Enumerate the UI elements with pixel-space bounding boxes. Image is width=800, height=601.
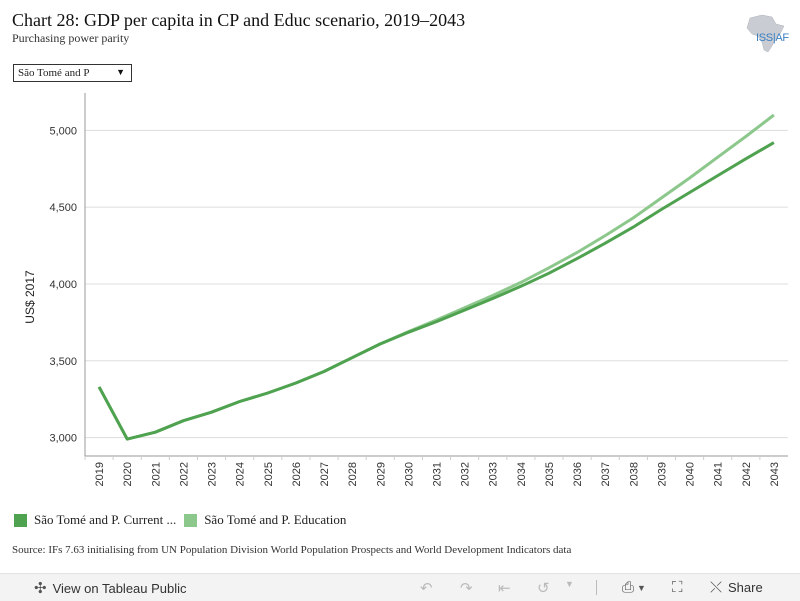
africa-map-logo (742, 12, 790, 54)
x-tick-label: 2029 (375, 462, 387, 486)
series-line-education[interactable] (97, 113, 775, 441)
chart-legend: São Tomé and P. Current ... São Tomé and… (14, 512, 354, 528)
redo-icon: ↷ (460, 580, 473, 597)
x-tick-label: 2021 (150, 462, 162, 486)
chart-title: Chart 28: GDP per capita in CP and Educ … (12, 10, 466, 30)
africa-map-icon (746, 14, 785, 53)
legend-item-education[interactable]: São Tomé and P. Education (184, 512, 346, 528)
x-tick-label: 2033 (488, 462, 500, 486)
x-tick-label: 2032 (460, 462, 472, 486)
undo-button[interactable]: ↶ (420, 579, 433, 597)
fullscreen-icon: ⛶ (672, 579, 683, 596)
legend-swatch-education (184, 513, 198, 527)
y-tick-label: 3,000 (49, 433, 77, 445)
fullscreen-button[interactable]: ⛶ (672, 579, 683, 596)
y-tick-label: 5,000 (49, 125, 77, 137)
toolbar-divider (596, 580, 597, 595)
refresh-dropdown-button[interactable]: ▼ (565, 579, 574, 589)
source-note: Source: IFs 7.63 initialising from UN Po… (12, 544, 572, 556)
undo-icon: ↶ (420, 580, 433, 597)
y-tick-label: 4,500 (49, 202, 77, 214)
x-tick-label: 2040 (685, 462, 697, 486)
share-button[interactable]: ⤬ Share (710, 579, 763, 596)
share-label: Share (728, 580, 763, 595)
grid-layer (85, 129, 788, 439)
download-button[interactable]: ⎙ ▼ (622, 579, 646, 596)
y-axis-label: US$ 2017 (23, 270, 37, 324)
view-on-tableau-link[interactable]: ✣ View on Tableau Public (34, 579, 187, 597)
x-tick-label: 2030 (403, 462, 415, 486)
x-tick-label: 2039 (656, 462, 668, 486)
country-filter-dropdown[interactable]: São Tomé and P ▼ (13, 64, 132, 82)
x-tick-label: 2037 (600, 462, 612, 486)
tableau-logo-icon: ✣ (34, 580, 47, 597)
download-icon: ⎙ (622, 579, 635, 596)
x-tick-label: 2020 (122, 462, 134, 486)
legend-item-current[interactable]: São Tomé and P. Current ... (14, 512, 176, 528)
refresh-icon: ↺ (537, 580, 550, 597)
view-on-tableau-label: View on Tableau Public (52, 580, 187, 596)
x-tick-label: 2041 (713, 462, 725, 486)
legend-swatch-current (14, 513, 27, 527)
dropdown-icon: ▼ (637, 582, 646, 593)
y-tick-label: 3,500 (49, 356, 77, 368)
line-chart: 3,000 3,500 4,000 4,500 5,000 2019 2020 2021 202… (23, 93, 788, 486)
tableau-toolbar: ✣ View on Tableau Public ↶ ↷ ⇤ ↺ ▼ ⎙ ▼ ⛶… (0, 573, 800, 601)
y-tick-label: 4,000 (49, 279, 77, 291)
x-tick-label: 2043 (769, 462, 781, 486)
x-tick-label: 2038 (628, 462, 640, 486)
dropdown-icon: ▼ (565, 579, 574, 589)
x-tick-label: 2042 (741, 462, 753, 486)
x-tick-label: 2035 (544, 462, 556, 486)
legend-label-education: São Tomé and P. Education (204, 512, 347, 527)
x-tick-label: 2019 (94, 462, 106, 486)
axis-layer: 3,000 3,500 4,000 4,500 5,000 2019 2020 2021 202… (49, 93, 788, 486)
series-line-current[interactable] (97, 141, 775, 441)
redo-button[interactable]: ↷ (460, 579, 473, 597)
share-icon: ⤬ (710, 579, 723, 596)
x-tick-label: 2022 (178, 462, 190, 486)
legend-label-current: São Tomé and P. Current ... (34, 512, 177, 527)
logo-text: ISS|AF (756, 32, 789, 44)
x-tick-label: 2026 (291, 462, 303, 486)
x-tick-label: 2031 (432, 462, 444, 486)
series-layer (97, 113, 775, 441)
x-tick-label: 2023 (207, 462, 219, 486)
dropdown-selected-value: São Tomé and P (18, 67, 90, 79)
x-tick-label: 2027 (319, 462, 331, 486)
revert-icon: ⇤ (498, 580, 511, 597)
chart-subtitle: Purchasing power parity (12, 31, 130, 45)
x-tick-label: 2025 (263, 462, 275, 486)
x-tick-label: 2036 (572, 462, 584, 486)
refresh-button[interactable]: ↺ (537, 579, 550, 597)
triangle-down-icon: ▼ (116, 67, 125, 77)
revert-button[interactable]: ⇤ (498, 579, 511, 597)
x-tick-label: 2034 (516, 462, 528, 486)
x-tick-label: 2024 (235, 462, 247, 486)
x-tick-label: 2028 (347, 462, 359, 486)
